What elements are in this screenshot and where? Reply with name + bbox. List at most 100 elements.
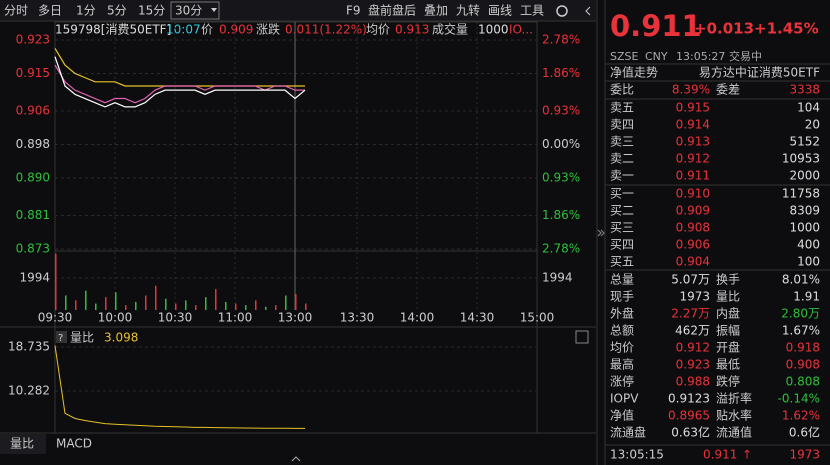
book-label: 买二 — [610, 204, 634, 218]
info-avg: 0.913 — [395, 23, 429, 37]
tab[interactable]: 分时 — [4, 4, 28, 18]
expand-up-icon[interactable] — [291, 456, 301, 462]
stat-value: 1.62% — [782, 409, 820, 423]
book-price: 0.910 — [676, 187, 710, 201]
volume-bar — [75, 300, 77, 310]
stat-label: 量比 — [716, 290, 740, 304]
stat-value: 0.918 — [786, 341, 820, 355]
expand-icon[interactable] — [597, 229, 602, 237]
stat-label: 溢折率 — [716, 391, 752, 406]
volume-tick-label: 1994 — [542, 270, 573, 284]
tab[interactable]: 多日 — [38, 4, 62, 18]
book-price: 0.909 — [676, 204, 710, 218]
book-price: 0.915 — [676, 101, 710, 115]
pct-tick-label: 1.86% — [542, 66, 580, 80]
tool[interactable]: 盘前盘后 — [368, 3, 416, 18]
stat-label: 外盘 — [610, 306, 634, 321]
stat-label: 内盘 — [716, 306, 740, 321]
volume-bar — [265, 306, 267, 310]
expand-icon[interactable] — [600, 229, 605, 237]
x-tick-label: 13:00 — [278, 311, 313, 325]
tool[interactable]: 画线 — [488, 4, 512, 18]
tab[interactable]: 1分 — [76, 4, 96, 18]
nav-trend[interactable]: 净值走势 — [610, 65, 658, 80]
quote-price: 0.911 — [610, 9, 702, 43]
tool[interactable]: 叠加 — [424, 4, 448, 18]
settings-icon[interactable] — [556, 5, 568, 17]
info-time: 10:07 — [166, 23, 201, 37]
stat-label: 总额 — [610, 324, 634, 338]
bottom-tab[interactable]: MACD — [56, 437, 92, 451]
stat-value: 5.07万 — [671, 273, 710, 287]
stat-value: 1.67% — [782, 324, 820, 338]
volume-bar — [245, 305, 247, 310]
y-tick-label: 0.898 — [16, 137, 50, 151]
pct-tick-label: 0.93% — [542, 104, 580, 118]
volume-bar — [65, 295, 67, 310]
book-volume: 11758 — [782, 187, 820, 201]
volume-bar — [155, 285, 157, 310]
y-tick-label: 0.873 — [16, 242, 50, 256]
active-tab — [0, 434, 46, 454]
book-label: 卖三 — [610, 135, 634, 149]
tab[interactable]: 30分 — [175, 4, 202, 18]
stat-value: -0.14% — [778, 392, 820, 406]
book-price: 0.904 — [676, 255, 710, 269]
book-volume: 1000 — [789, 221, 820, 235]
tool[interactable]: F9 — [346, 4, 361, 18]
volume-bar — [125, 305, 127, 310]
y-tick-label: 0.881 — [16, 208, 50, 222]
price-line — [54, 56, 306, 108]
info-price-label: 价 — [201, 23, 213, 37]
tool[interactable]: 九转 — [456, 3, 480, 18]
pct-tick-label: 2.78% — [542, 33, 580, 47]
fund-name: 易方达中证消费50ETF — [699, 65, 820, 80]
stat-value: 0.988 — [676, 375, 710, 389]
stat-value: 0.63亿 — [671, 425, 710, 440]
quote-market: SZSE — [610, 50, 639, 63]
volume-bar — [105, 297, 107, 310]
volume-bar — [205, 297, 207, 310]
bottom-tab[interactable]: 量比 — [10, 437, 34, 451]
tab[interactable]: 5分 — [107, 4, 127, 18]
stat-value: 462万 — [675, 324, 710, 338]
stat-label: 流通盘 — [610, 425, 646, 440]
help-icon[interactable]: ? — [58, 333, 63, 344]
stat-label: 跌停 — [716, 374, 740, 389]
stat-value: 0.912 — [676, 341, 710, 355]
footer-arrow: ↑ — [742, 448, 752, 462]
pct-tick-label: 0.00% — [542, 137, 580, 151]
volume-bar — [115, 292, 117, 310]
volume-bar — [145, 295, 147, 310]
info-volume-label: 成交量 — [432, 22, 468, 37]
tool[interactable]: 工具 — [520, 4, 544, 18]
tab[interactable]: 15分 — [138, 4, 165, 18]
y-tick-label: 18.735 — [8, 339, 50, 353]
dropdown-icon[interactable] — [211, 8, 217, 12]
stat-label: 均价 — [610, 341, 634, 355]
collapse-icon[interactable] — [585, 6, 591, 16]
stat-label: 总量 — [610, 273, 634, 287]
pct-tick-label: 1.86% — [542, 208, 580, 222]
volume-bar — [295, 293, 297, 310]
volume-bar — [185, 300, 187, 310]
x-tick-label: 14:00 — [400, 311, 435, 325]
stat-label: 换手 — [716, 273, 740, 287]
volume-bar — [225, 301, 227, 310]
stat-label: 最高 — [610, 357, 634, 372]
stat-label: 流通值 — [716, 425, 752, 440]
stat-label: 开盘 — [716, 340, 740, 355]
info-change-label: 涨跌 — [256, 22, 280, 37]
book-label: 买三 — [610, 221, 634, 235]
ratio-label: 委比 — [610, 83, 634, 97]
quote-pct: +1.45% — [754, 20, 819, 38]
book-price: 0.914 — [676, 118, 710, 132]
diff-label: 委差 — [716, 83, 740, 97]
stat-value: 0.908 — [786, 358, 820, 372]
footer-time: 13:05:15 — [610, 448, 664, 462]
close-icon[interactable] — [575, 330, 589, 344]
info-price: 0.909 — [219, 23, 253, 37]
y-tick-label: 0.890 — [16, 170, 50, 184]
